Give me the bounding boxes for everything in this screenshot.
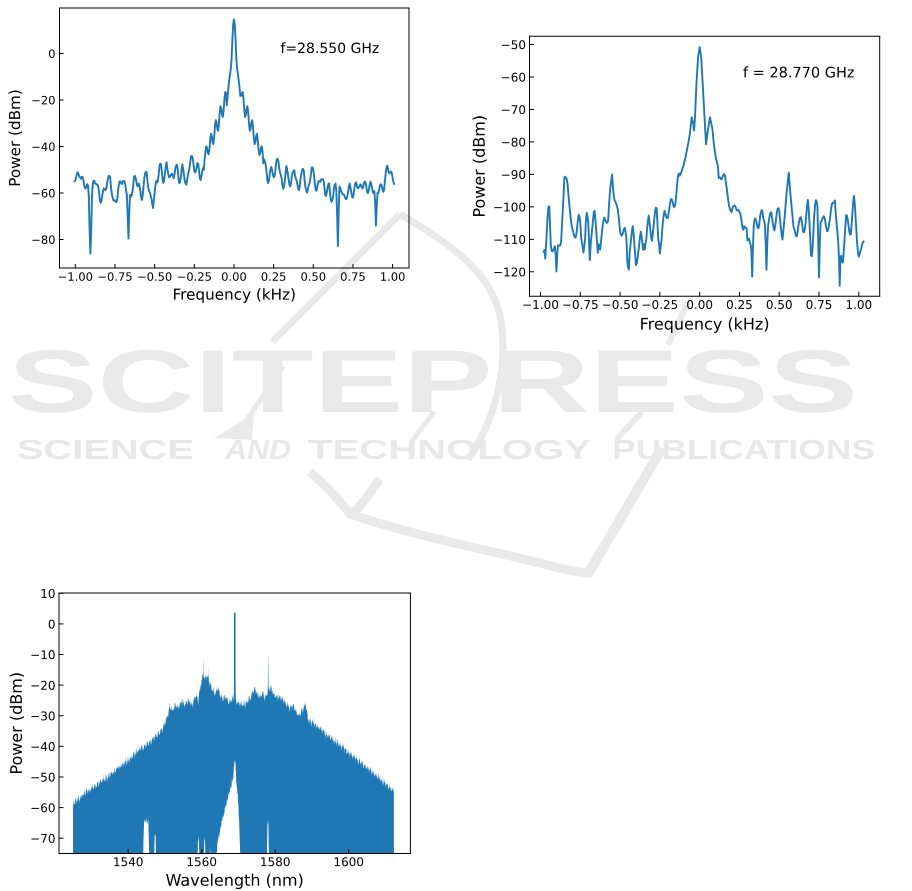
svg-text:SCIENCE: SCIENCE — [17, 434, 194, 465]
svg-text:PUBLICATIONS: PUBLICATIONS — [612, 434, 875, 465]
svg-text:TECHNOLOGY: TECHNOLOGY — [308, 434, 591, 465]
svg-text:AND: AND — [224, 434, 291, 465]
svg-text:SCITEPRESS: SCITEPRESS — [8, 331, 858, 431]
